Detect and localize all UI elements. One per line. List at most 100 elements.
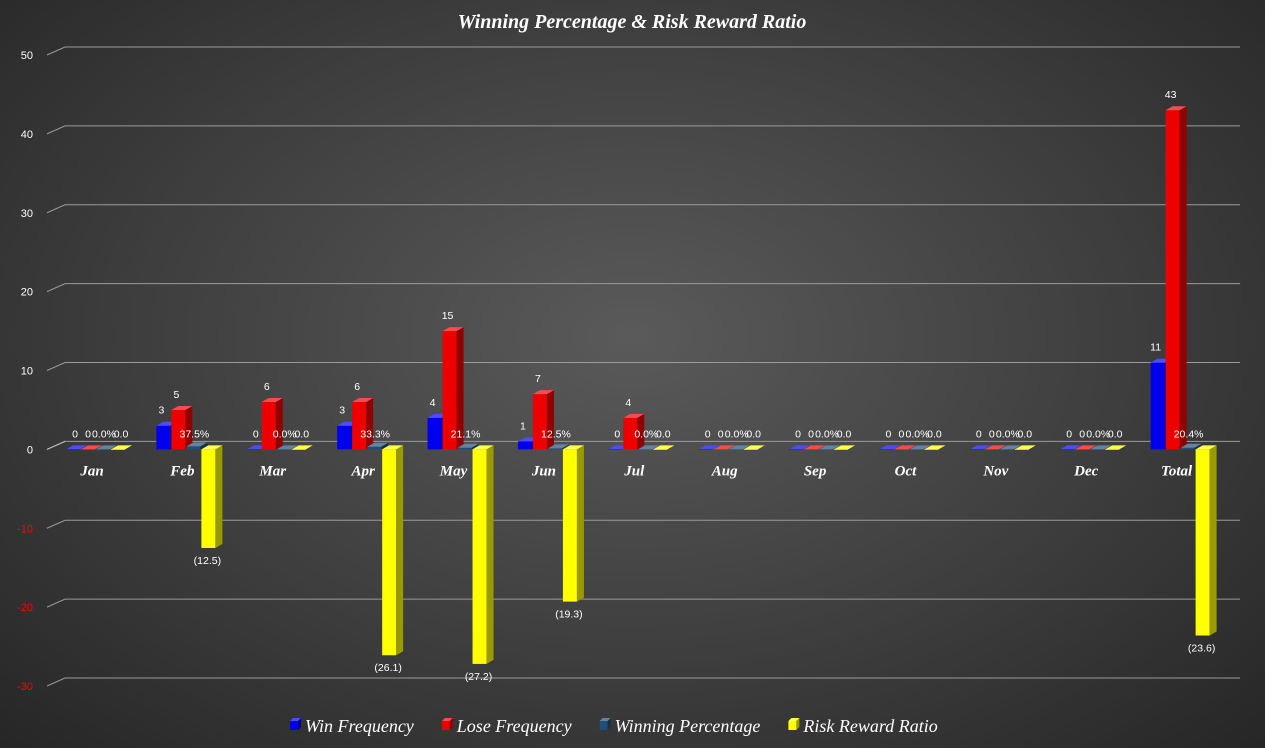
bar	[547, 444, 569, 450]
gridline	[46, 677, 1240, 687]
gridline	[46, 46, 1240, 56]
bar	[1180, 443, 1202, 450]
data-label: 0	[976, 428, 982, 440]
data-label: 0	[85, 428, 91, 440]
data-label: 0	[808, 428, 814, 440]
bar	[638, 445, 660, 450]
y-axis-ticks: -30 -20 -10 0 10 20 30 40 50	[17, 50, 33, 693]
bar	[66, 445, 87, 450]
legend-swatch	[290, 718, 301, 730]
y-tick-label: 30	[21, 208, 33, 220]
floor-edge	[46, 440, 66, 450]
data-label: 0.0	[294, 428, 309, 440]
legend-entry: Lose Frequency	[441, 716, 572, 736]
bar	[894, 445, 916, 450]
data-label: 11	[1150, 342, 1161, 354]
data-label: 5	[173, 389, 179, 401]
legend-entry: Winning Percentage	[599, 716, 761, 736]
data-label: 21.1%	[451, 428, 481, 440]
bar	[999, 445, 1021, 450]
data-label: 0	[795, 428, 801, 440]
data-label: 7	[535, 373, 541, 385]
gridline	[46, 283, 1240, 293]
x-tick-label: Nov	[982, 463, 1008, 479]
bar	[457, 443, 479, 450]
bar	[276, 445, 298, 450]
bar	[261, 398, 283, 450]
x-tick-label: Jun	[531, 463, 556, 479]
legend-swatch	[441, 718, 453, 730]
data-label: 0	[72, 428, 78, 440]
data-label: 0	[1066, 428, 1072, 440]
data-label: 15	[442, 310, 454, 322]
bar	[728, 445, 750, 450]
bar	[789, 445, 811, 450]
data-label: 0	[886, 428, 892, 440]
y-tick-label: -10	[17, 523, 33, 535]
bar	[81, 445, 102, 450]
bar	[698, 445, 720, 450]
bar	[1105, 445, 1127, 450]
data-label: 0.0%	[725, 428, 749, 440]
gridlines	[46, 46, 1240, 687]
data-label: 0.0	[746, 428, 761, 440]
x-tick-label: Apr	[350, 463, 375, 479]
gridline	[46, 204, 1240, 214]
data-label: 0.0	[656, 428, 671, 440]
bar	[743, 445, 765, 450]
legend-label: Winning Percentage	[615, 716, 761, 736]
bar	[1014, 445, 1036, 450]
data-label: 20.4%	[1174, 428, 1204, 440]
data-label: 0.0	[1018, 428, 1033, 440]
data-label: 0	[614, 428, 620, 440]
data-label: 0.0%	[905, 428, 929, 440]
bar	[201, 445, 223, 548]
bar	[382, 445, 404, 656]
legend: Win Frequency Lose Frequency Winning Perce…	[290, 716, 938, 736]
legend-entry: Risk Reward Ratio	[788, 716, 938, 736]
bar	[532, 390, 554, 450]
chart-title: Winning Percentage & Risk Reward Ratio	[458, 11, 807, 33]
bar	[969, 445, 991, 450]
legend-swatch	[788, 718, 800, 730]
bar	[819, 445, 841, 450]
bar	[472, 445, 494, 664]
data-label: (19.3)	[555, 609, 582, 621]
x-tick-label: Sep	[804, 463, 827, 479]
bar	[1195, 445, 1217, 636]
bar	[352, 398, 374, 450]
bar	[834, 445, 856, 450]
data-label: 0	[253, 428, 259, 440]
y-tick-label: -20	[17, 602, 33, 614]
data-label: 0	[989, 428, 995, 440]
data-label: 0.0	[1108, 428, 1123, 440]
data-label: 0.0%	[1086, 428, 1110, 440]
bar	[653, 445, 675, 450]
data-label: 33.3%	[360, 428, 390, 440]
y-tick-label: 20	[21, 287, 33, 299]
y-tick-label: 40	[21, 129, 33, 141]
data-label: (27.2)	[465, 671, 492, 683]
x-tick-label: Dec	[1073, 463, 1098, 479]
data-label: 6	[354, 381, 360, 393]
gridline	[46, 598, 1240, 608]
bar	[186, 442, 208, 450]
legend-label: Lose Frequency	[456, 716, 572, 736]
data-label: 0	[1079, 428, 1085, 440]
bar	[291, 445, 313, 450]
data-label: 0	[705, 428, 711, 440]
legend-label: Risk Reward Ratio	[802, 716, 937, 736]
data-labels: 0 0 0.0%0.03537.5%(12.5)060.0%0.03633.3%(2…	[72, 89, 1215, 683]
data-label: 3	[339, 405, 345, 417]
bar	[879, 445, 901, 450]
bar	[804, 445, 826, 450]
data-label: (12.5)	[194, 555, 221, 567]
bar	[442, 327, 464, 450]
data-label: 0	[899, 428, 905, 440]
x-tick-label: Feb	[169, 463, 195, 479]
y-tick-label: -30	[17, 681, 33, 693]
data-label: 0	[718, 428, 724, 440]
bar	[111, 445, 132, 450]
bar	[1075, 445, 1097, 450]
